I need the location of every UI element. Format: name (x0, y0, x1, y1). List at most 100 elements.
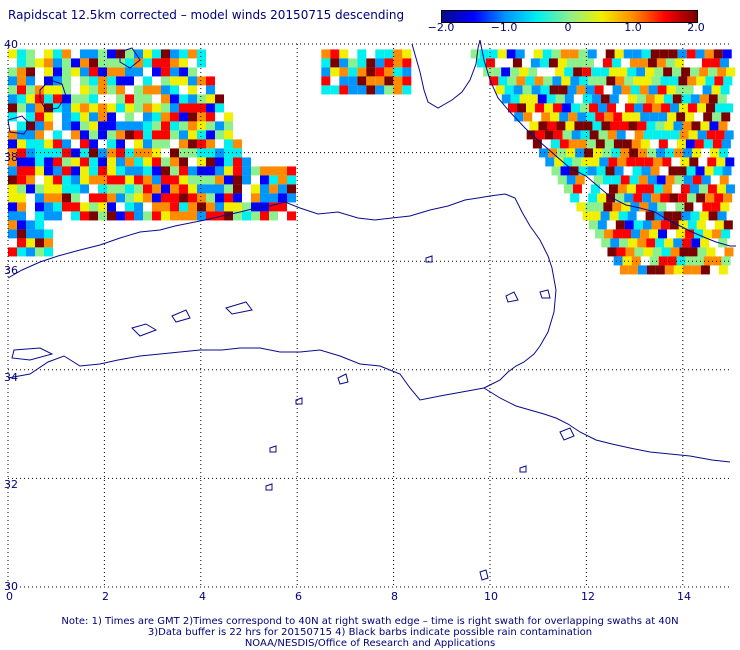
wind-diff-cell (654, 211, 664, 221)
wind-diff-cell (143, 49, 152, 59)
wind-diff-cell (62, 58, 71, 68)
wind-diff-cell (587, 49, 597, 59)
wind-diff-cell (17, 238, 26, 248)
wind-diff-cell (71, 166, 80, 176)
wind-diff-cell (684, 202, 694, 212)
wind-diff-cell (594, 202, 604, 212)
wind-diff-cell (631, 229, 641, 239)
wind-diff-cell (287, 211, 296, 221)
wind-diff-cell (619, 265, 629, 275)
wind-diff-cell (197, 166, 206, 176)
wind-diff-cell (601, 121, 611, 131)
wind-diff-cell (672, 94, 682, 104)
wind-diff-cell (269, 184, 278, 194)
wind-diff-cell (552, 76, 562, 86)
wind-diff-cell (215, 157, 224, 167)
wind-diff-cell (161, 121, 170, 131)
wind-diff-cell (116, 76, 125, 86)
wind-diff-cell (582, 67, 592, 77)
wind-diff-cell (501, 94, 511, 104)
wind-diff-cell (357, 58, 367, 68)
wind-diff-cell (676, 139, 686, 149)
wind-diff-cell (607, 247, 617, 257)
wind-diff-cell (575, 148, 585, 158)
wind-diff-cell (161, 94, 170, 104)
wind-diff-cell (188, 112, 197, 122)
wind-diff-cell (170, 211, 179, 221)
wind-diff-cell (647, 58, 657, 68)
wind-diff-cell (593, 175, 603, 185)
wind-diff-cell (691, 265, 701, 275)
wind-diff-cell (706, 103, 716, 113)
wind-diff-cell (53, 58, 62, 68)
wind-diff-cell (125, 211, 134, 221)
wind-diff-cell (89, 58, 98, 68)
wind-diff-cell (683, 175, 693, 185)
wind-diff-cell (723, 220, 733, 230)
wind-diff-cell (656, 175, 666, 185)
wind-diff-cell (179, 121, 188, 131)
wind-diff-cell (287, 193, 296, 203)
wind-diff-cell (152, 139, 161, 149)
wind-diff-cell (44, 103, 53, 113)
wind-diff-cell (357, 76, 367, 86)
wind-diff-cell (625, 103, 635, 113)
wind-diff-cell (179, 202, 188, 212)
wind-diff-cell (44, 67, 53, 77)
wind-difference-swaths (8, 49, 736, 275)
wind-diff-cell (621, 202, 631, 212)
wind-diff-cell (26, 247, 35, 257)
wind-diff-cell (515, 49, 525, 59)
wind-diff-cell (555, 67, 565, 77)
wind-diff-cell (607, 130, 617, 140)
wind-diff-cell (522, 85, 532, 95)
wind-diff-cell (179, 148, 188, 158)
wind-diff-cell (143, 76, 152, 86)
wind-diff-cell (134, 139, 143, 149)
wind-diff-cell (17, 229, 26, 239)
wind-diff-cell (637, 265, 647, 275)
y-tick-label: 40 (4, 38, 18, 51)
wind-diff-cell (615, 76, 625, 86)
wind-diff-cell (206, 211, 215, 221)
wind-diff-cell (98, 49, 107, 59)
y-tick-label: 38 (4, 151, 18, 164)
wind-diff-cell (197, 112, 206, 122)
wind-diff-cell (188, 184, 197, 194)
wind-diff-cell (143, 94, 152, 104)
wind-diff-cell (694, 229, 704, 239)
wind-diff-cell (161, 175, 170, 185)
wind-diff-cell (62, 184, 71, 194)
wind-diff-cell (89, 112, 98, 122)
wind-diff-cell (197, 211, 206, 221)
wind-diff-cell (170, 202, 179, 212)
wind-diff-cell (595, 139, 605, 149)
wind-diff-cell (694, 256, 704, 266)
wind-diff-cell (71, 175, 80, 185)
wind-diff-cell (675, 85, 685, 95)
wind-diff-cell (26, 184, 35, 194)
wind-diff-cell (348, 85, 358, 95)
wind-diff-cell (161, 67, 170, 77)
wind-diff-cell (585, 202, 595, 212)
wind-diff-cell (621, 85, 631, 95)
wind-diff-cell (89, 211, 98, 221)
wind-diff-cell (604, 112, 614, 122)
wind-diff-cell (716, 184, 726, 194)
wind-diff-cell (80, 130, 89, 140)
wind-diff-cell (26, 103, 35, 113)
wind-diff-cell (8, 211, 17, 221)
wind-diff-cell (98, 184, 107, 194)
wind-diff-cell (723, 193, 733, 203)
wind-diff-cell (688, 247, 698, 257)
wind-diff-cell (510, 94, 520, 104)
wind-diff-cell (143, 112, 152, 122)
wind-diff-cell (675, 202, 685, 212)
wind-diff-cell (197, 202, 206, 212)
wind-diff-cell (659, 49, 669, 59)
wind-diff-cell (660, 193, 670, 203)
wind-diff-cell (697, 103, 707, 113)
colorbar-tick: 0 (564, 21, 572, 34)
wind-diff-cell (179, 175, 188, 185)
wind-diff-cell (233, 202, 242, 212)
